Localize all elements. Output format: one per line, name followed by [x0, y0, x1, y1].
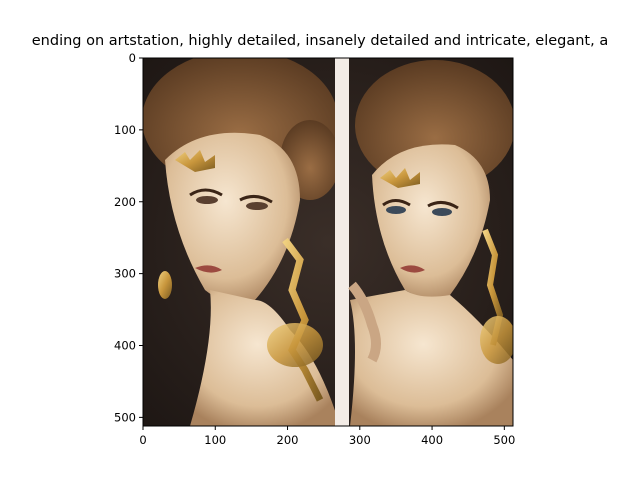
left-earring [282, 237, 324, 402]
x-tick-label: 400 [421, 433, 443, 447]
left-face [165, 132, 300, 304]
figure-title-text: ending on artstation, highly detailed, i… [31, 33, 609, 49]
right-portrait [348, 60, 513, 426]
y-tick-label: 500 [114, 410, 136, 424]
y-tick-label: 400 [114, 339, 136, 353]
right-hand [348, 281, 381, 363]
left-crown-ornament [175, 150, 215, 172]
x-tick-label: 200 [277, 433, 299, 447]
y-axis: 0 100 200 300 400 500 [114, 51, 143, 424]
right-necklace [480, 316, 513, 364]
left-portrait [143, 58, 340, 426]
y-tick-label: 0 [129, 51, 136, 65]
left-necklace [267, 323, 323, 367]
x-tick-label: 100 [204, 433, 226, 447]
right-crown-ornament [380, 168, 420, 188]
right-shoulders [350, 290, 513, 426]
panel-divider [335, 58, 349, 426]
right-lips [400, 265, 425, 273]
artwork-image [143, 58, 513, 426]
axes-frame [142, 57, 514, 427]
left-neck [190, 290, 340, 426]
y-tick-label: 100 [114, 123, 136, 137]
figure-title: ending on artstation, highly detailed, i… [0, 33, 640, 49]
y-tick-label: 200 [114, 195, 136, 209]
x-axis: 0 100 200 300 400 500 [139, 426, 515, 447]
left-lips [195, 265, 222, 273]
x-tick-label: 500 [493, 433, 515, 447]
y-tick-label: 300 [114, 267, 136, 281]
x-tick-label: 0 [139, 433, 146, 447]
x-tick-label: 300 [349, 433, 371, 447]
